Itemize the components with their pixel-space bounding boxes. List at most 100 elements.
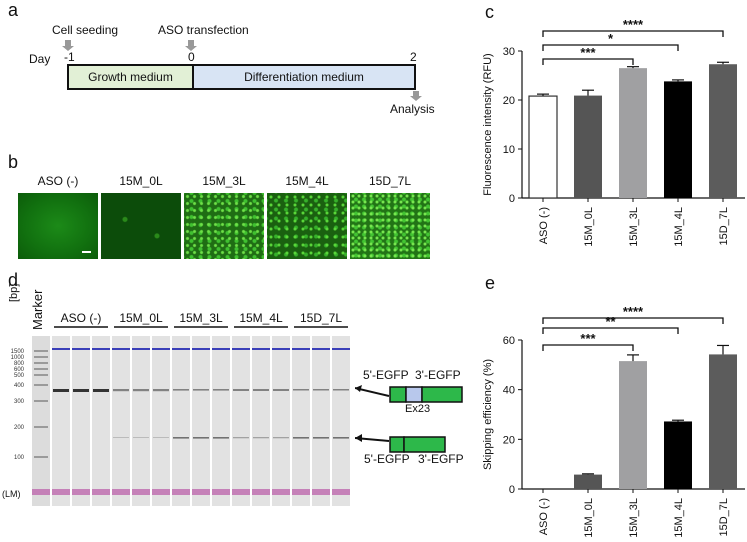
upper-marker-band (272, 348, 290, 350)
lower-marker-band (312, 489, 330, 495)
analysis-arrow-icon (410, 91, 422, 101)
micro-label-2: 15M_0L (119, 174, 163, 188)
significance-label: *** (580, 45, 596, 60)
lower-marker-band (172, 489, 190, 495)
differentiation-medium-box: Differentiation medium (192, 64, 416, 90)
lm-label: (LM) (2, 489, 21, 499)
unskipped-band (313, 389, 329, 391)
micro-label-3: 15M_3L (202, 174, 246, 188)
day-label: Day (29, 52, 51, 66)
micrograph-aso-neg (18, 193, 98, 259)
day-2: 2 (410, 50, 417, 64)
ladder-tick-label: 100 (14, 455, 25, 461)
gel-lane (312, 336, 330, 506)
gel-electrophoresis: ASO (-) 15M_0L 15M_3L 15M_4L 15D_7L 15001000… (11, 311, 350, 506)
ladder-tick-label: 600 (14, 367, 25, 373)
gel-lane (92, 336, 110, 506)
chart-fluorescence: 0 10 20 30 Fluorescence intensity (RFU) ASO (… (482, 17, 745, 247)
panel-e-label: e (485, 273, 496, 293)
bot-5egfp-block (389, 436, 405, 453)
unskipped-band (93, 389, 109, 392)
x-tick-label: 15M_4L (673, 498, 685, 538)
top-5egfp-label: 5'-EGFP (363, 368, 409, 382)
upper-marker-band (212, 348, 230, 350)
top-arrowhead-icon (355, 385, 362, 392)
cell-seeding-label: Cell seeding (52, 23, 119, 37)
lower-marker-band (252, 489, 270, 495)
unskipped-band (113, 389, 129, 392)
bar (664, 81, 692, 198)
panel-b-label: b (8, 152, 19, 172)
significance-label: *** (580, 331, 596, 346)
ladder-band (34, 400, 48, 402)
upper-marker-band (292, 348, 310, 350)
unskipped-band (293, 389, 309, 391)
skipped-band (113, 437, 129, 438)
significance-label: **** (623, 17, 644, 32)
ladder-band (34, 350, 48, 352)
gel-lane (272, 336, 290, 506)
analysis-label: Analysis (390, 102, 435, 116)
bot-3egfp-block (403, 436, 446, 453)
x-tick-label: 15M_0L (583, 498, 595, 538)
exon23-block (405, 386, 423, 403)
lower-marker-band (272, 489, 290, 495)
significance-bracket (542, 58, 634, 65)
gel-lane (192, 336, 210, 506)
upper-marker-band (92, 348, 110, 350)
bar (709, 354, 737, 489)
panel-c-label: c (485, 2, 494, 22)
unskipped-band (253, 389, 269, 391)
bottom-arrowhead-icon (355, 434, 362, 442)
skipped-band (333, 437, 349, 439)
gel-lane (232, 336, 250, 506)
y-tick-label: 0 (509, 193, 515, 205)
skipped-band (153, 437, 169, 438)
lower-marker-band (52, 489, 70, 495)
micrograph-15m-3l (184, 193, 264, 259)
ladder-tick-label: 1500 (11, 349, 25, 355)
lower-marker-band (132, 489, 150, 495)
skipped-band (193, 437, 209, 439)
significance-label: ** (605, 314, 616, 329)
bar (619, 68, 647, 199)
x-tick-label: 15M_3L (628, 498, 640, 538)
lower-marker-band (92, 489, 110, 495)
bar (574, 95, 602, 198)
ladder-tick-label: 1000 (11, 355, 25, 361)
bot-3egfp-label: 3'-EGFP (418, 452, 464, 466)
lower-marker-band (292, 489, 310, 495)
unskipped-band (273, 389, 289, 391)
upper-marker-band (192, 348, 210, 350)
unskipped-band (153, 389, 169, 392)
upper-marker-band (232, 348, 250, 350)
skipped-band (293, 437, 309, 439)
gel-lane (292, 336, 310, 506)
y-tick-label: 60 (503, 335, 515, 347)
skipped-band (253, 437, 269, 439)
gel-lane (52, 336, 70, 506)
lower-marker-band (72, 489, 90, 495)
x-tick-label: 15M_0L (583, 207, 595, 247)
unskipped-band (213, 389, 229, 391)
micrograph-15d-7l (350, 193, 430, 259)
gel-group-label: 15D_7L (300, 311, 342, 325)
bot-5egfp-label: 5'-EGFP (364, 452, 410, 466)
gel-lane (152, 336, 170, 506)
significance-label: **** (623, 304, 644, 319)
y-tick-label: 30 (503, 46, 515, 58)
aso-transfection-label: ASO transfection (158, 23, 249, 37)
ladder-tick-label: 400 (14, 383, 25, 389)
timeline-arrows (62, 40, 197, 51)
ladder-band (34, 426, 48, 428)
construct-diagrams (355, 385, 463, 453)
upper-marker-band (112, 348, 130, 350)
skipped-band (133, 437, 149, 438)
y-tick-label: 20 (503, 434, 515, 446)
upper-marker-band (52, 348, 70, 350)
ladder-band (34, 356, 48, 358)
lower-marker-band (332, 489, 350, 495)
bar (619, 361, 647, 489)
ladder-tick-label: 300 (14, 399, 25, 405)
skipped-band (273, 437, 289, 439)
